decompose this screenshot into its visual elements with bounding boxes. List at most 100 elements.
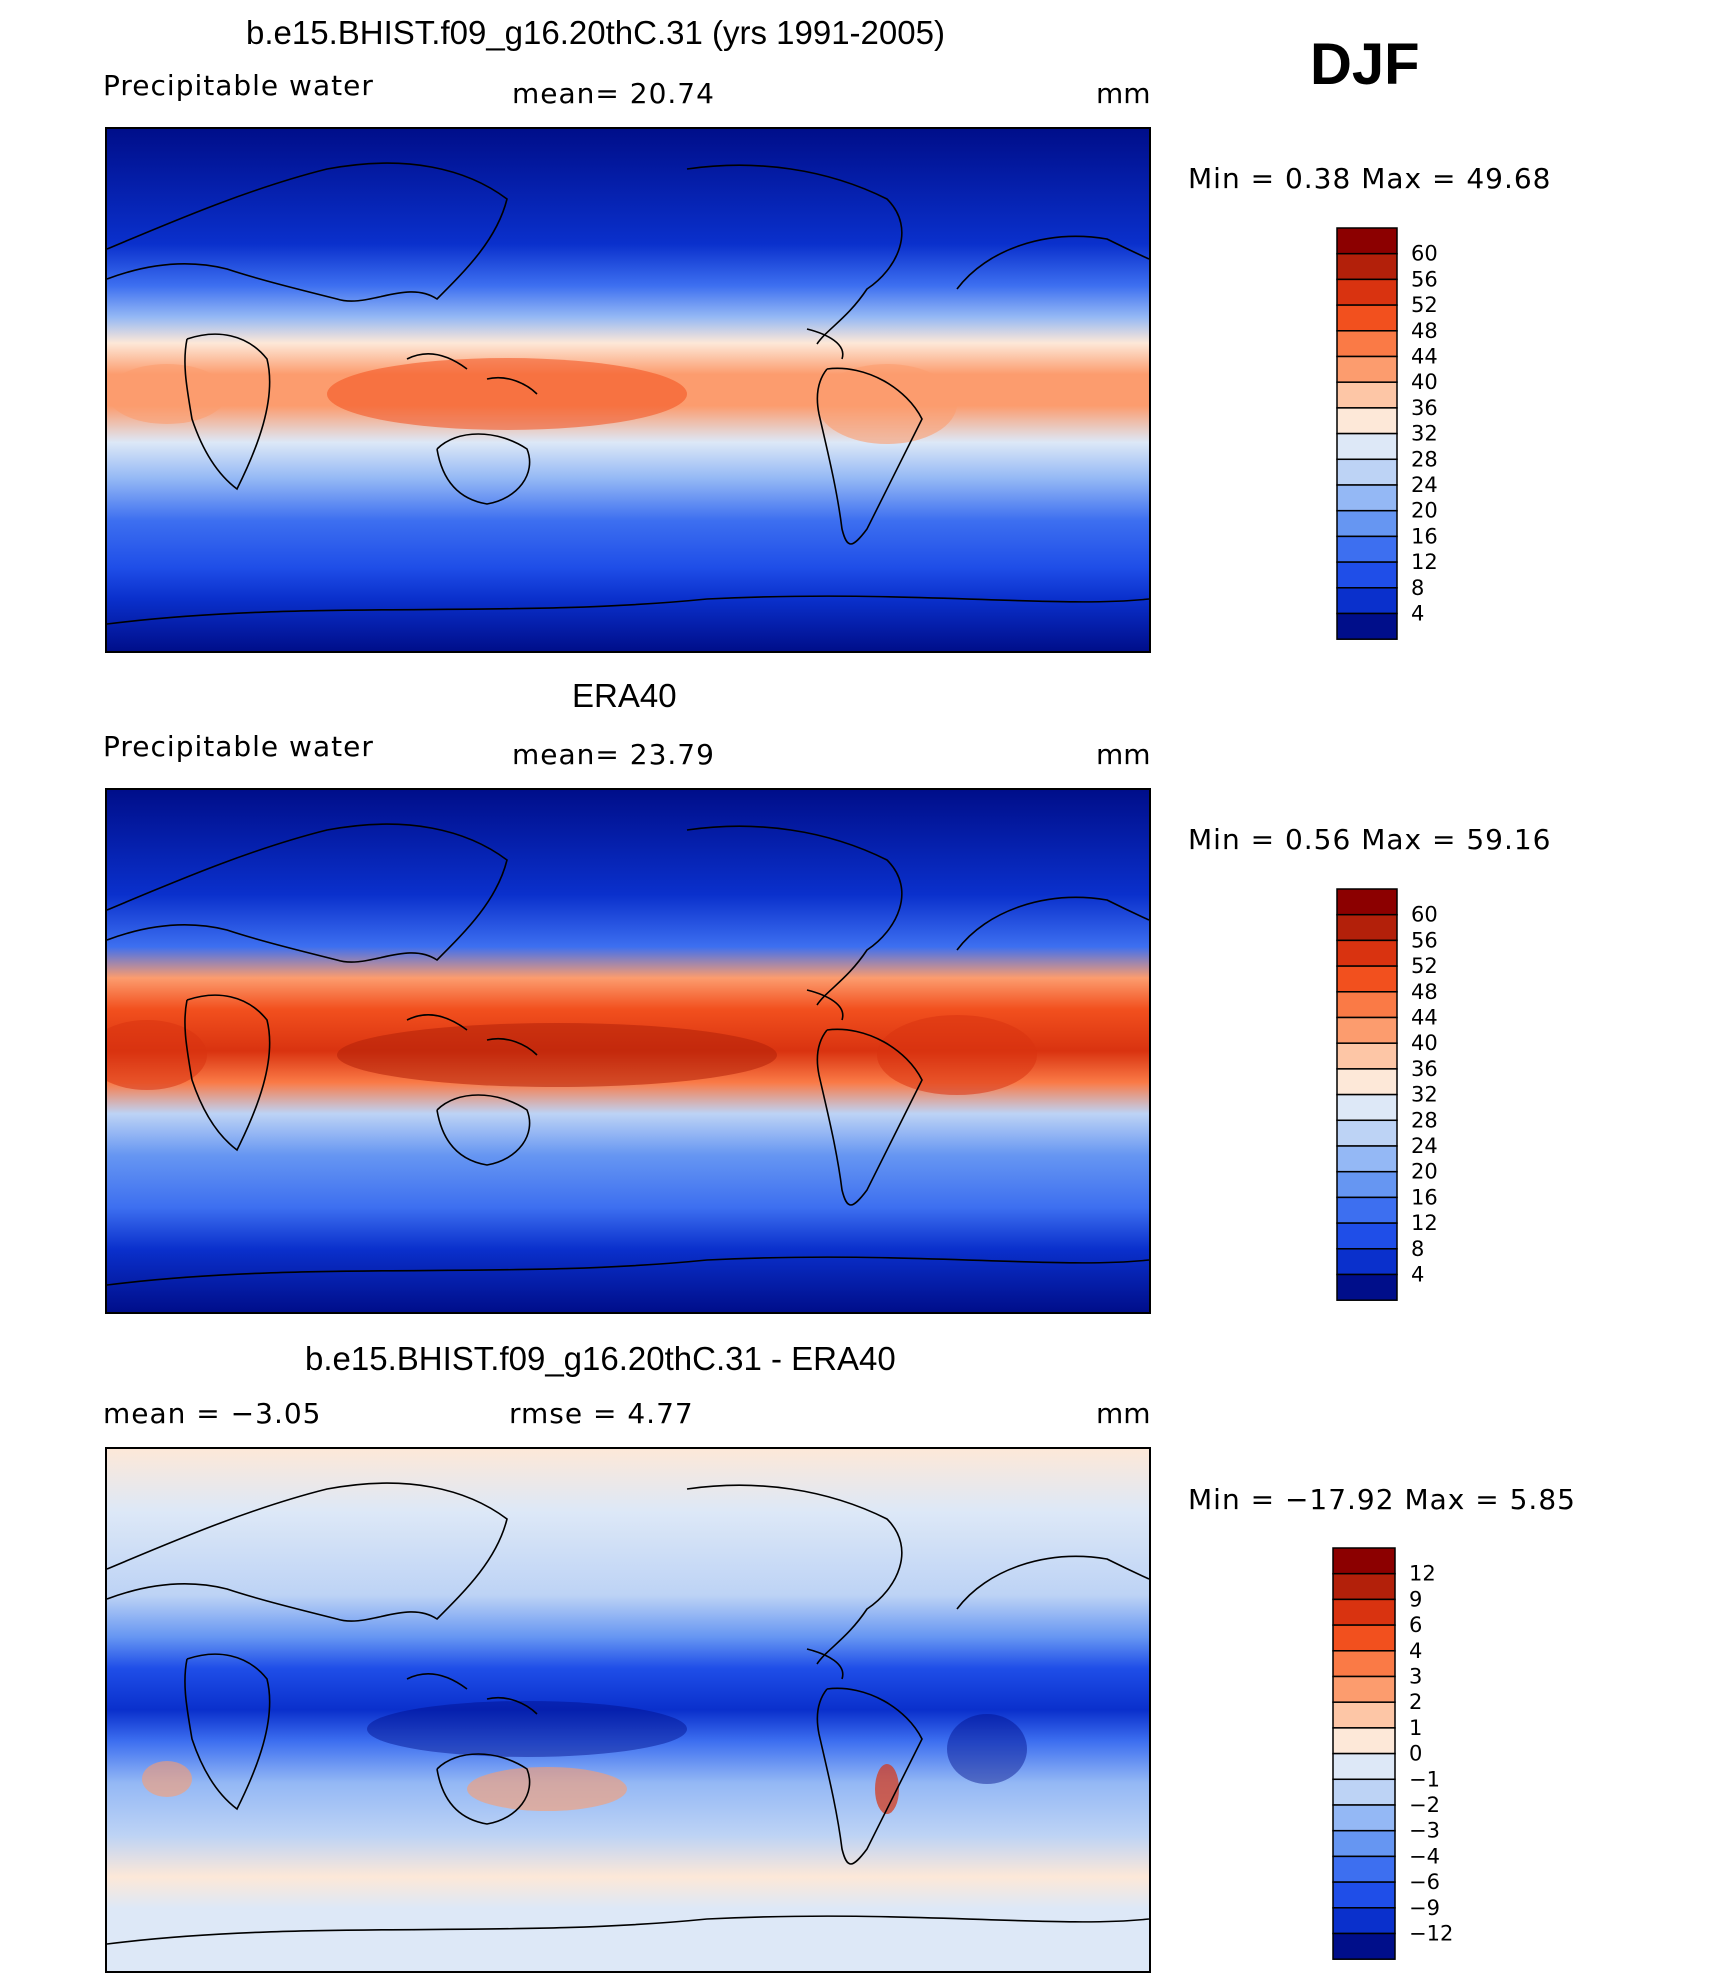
- panel-3-colorbar-tick-label: −4: [1409, 1844, 1440, 1868]
- panel-1-colorbar-swatch: [1336, 561, 1398, 589]
- panel-1-colorbar-swatch: [1336, 278, 1398, 306]
- panel-2-colorbar-tick-label: 60: [1411, 903, 1438, 927]
- panel-1-colorbar-tick-label: 24: [1411, 473, 1438, 497]
- panel-2-title: ERA40: [572, 677, 677, 714]
- panel-2-colorbar-swatch: [1336, 1145, 1398, 1173]
- panel-2-colorbar-tick-label: 36: [1411, 1057, 1438, 1081]
- panel-3-colorbar-swatch: [1332, 1778, 1396, 1806]
- panel-3-colorbar-tick-label: −12: [1409, 1922, 1453, 1946]
- panel-1-colorbar-swatch: [1336, 432, 1398, 461]
- panel-1-colorbar-tick-label: 56: [1411, 267, 1438, 291]
- panel-1-title: b.e15.BHIST.f09_g16.20thC.31 (yrs 1991-2…: [246, 14, 945, 51]
- panel-2-colorbar-swatch: [1336, 913, 1398, 942]
- panel-2-colorbar-swatch: [1336, 965, 1398, 993]
- panel-1-minmax: Min = 0.38 Max = 49.68: [1188, 162, 1552, 195]
- panel-2-minmax: Min = 0.56 Max = 59.16: [1188, 823, 1552, 856]
- panel-1-colorbar-swatch: [1336, 612, 1398, 640]
- panel-2-colorbar-tick-label: 40: [1411, 1031, 1438, 1055]
- panel-2-colorbar-swatch: [1336, 1248, 1398, 1276]
- panel-1-colorbar-swatch: [1336, 227, 1398, 255]
- panel-3-map: [105, 1447, 1151, 1973]
- panel-3-colorbar-tick-label: 0: [1409, 1742, 1422, 1766]
- panel-3-colorbar-tick-label: 12: [1409, 1562, 1436, 1586]
- panel-3-rmse-label: rmse = 4.77: [509, 1397, 694, 1430]
- panel-3-colorbar-swatch: [1332, 1572, 1396, 1601]
- panel-2-colorbar-tick-label: 44: [1411, 1006, 1438, 1030]
- panel-2-colorbar-tick-label: 8: [1411, 1237, 1424, 1261]
- panel-3-colorbar-swatch: [1332, 1547, 1396, 1575]
- panel-3-colorbar-swatch: [1332, 1752, 1396, 1781]
- panel-2-colorbar-swatch: [1336, 1196, 1398, 1224]
- panel-1-colorbar-swatch: [1336, 484, 1398, 512]
- panel-3-colorbar-tick-label: 4: [1409, 1639, 1422, 1663]
- panel-1-variable-label: Precipitable water: [103, 69, 374, 102]
- panel-3-colorbar-tick-label: −1: [1409, 1767, 1440, 1791]
- panel-2-colorbar-tick-label: 12: [1411, 1211, 1438, 1235]
- panel-3-colorbar-tick-label: −9: [1409, 1896, 1440, 1920]
- panel-1-units: mm: [1096, 77, 1151, 110]
- panel-3-colorbar-swatch: [1332, 1701, 1396, 1729]
- panel-1-colorbar-tick-label: 20: [1411, 499, 1438, 523]
- panel-1-colorbar-swatch: [1336, 330, 1398, 358]
- panel-2-colorbar: 60 56 52 48 44 40 36 32 28 24 20 16 12 8 4: [1336, 888, 1457, 1309]
- panel-2-colorbar-swatch: [1336, 1119, 1398, 1147]
- panel-1-colorbar: 60 56 52 48 44 40 36 32 28 24 20 16 12 8 4: [1336, 227, 1457, 648]
- panel-2-colorbar-tick-label: 16: [1411, 1185, 1438, 1209]
- panel-3-colorbar-swatch: [1332, 1598, 1396, 1626]
- panel-1-colorbar-tick-label: 52: [1411, 293, 1438, 317]
- panel-2-colorbar-swatch: [1336, 1273, 1398, 1301]
- panel-2-units: mm: [1096, 738, 1151, 771]
- panel-2-colorbar-swatch: [1336, 1170, 1398, 1199]
- panel-2-coastlines: [107, 823, 1149, 1286]
- panel-3-colorbar-swatch: [1332, 1650, 1396, 1678]
- panel-2-colorbar-tick-label: 48: [1411, 980, 1438, 1004]
- panel-3-minmax: Min = −17.92 Max = 5.85: [1188, 1483, 1576, 1516]
- panel-1-warm-blobs: [107, 358, 957, 444]
- panel-1-colorbar-tick-label: 32: [1411, 422, 1438, 446]
- panel-2-colorbar-tick-label: 32: [1411, 1083, 1438, 1107]
- panel-1-colorbar-swatch: [1336, 458, 1398, 486]
- panel-3-coastlines: [107, 1482, 1149, 1945]
- panel-1-colorbar-swatch: [1336, 535, 1398, 563]
- panel-3-colorbar-swatch: [1332, 1727, 1396, 1755]
- panel-1-colorbar-tick-label: 44: [1411, 345, 1438, 369]
- panel-3-colorbar-tick-label: −6: [1409, 1870, 1440, 1894]
- panel-2-colorbar-swatch: [1336, 991, 1398, 1019]
- panel-3-title: b.e15.BHIST.f09_g16.20thC.31 - ERA40: [305, 1340, 896, 1377]
- panel-2-variable-label: Precipitable water: [103, 730, 374, 763]
- panel-1-colorbar-swatch: [1336, 509, 1398, 538]
- panel-1-colorbar-tick-label: 36: [1411, 396, 1438, 420]
- panel-2-colorbar-swatch: [1336, 1016, 1398, 1044]
- panel-1-colorbar-tick-label: 40: [1411, 370, 1438, 394]
- panel-1-colorbar-tick-label: 48: [1411, 319, 1438, 343]
- panel-3-colorbar-swatch: [1332, 1675, 1396, 1703]
- panel-1-colorbar-swatch: [1336, 252, 1398, 281]
- panel-2-colorbar-swatch: [1336, 1042, 1398, 1070]
- panel-3-mean-label: mean = −3.05: [103, 1397, 322, 1430]
- panel-1-coastlines: [107, 162, 1149, 625]
- panel-2-colorbar-swatch: [1336, 1068, 1398, 1096]
- panel-1-colorbar-tick-label: 16: [1411, 524, 1438, 548]
- panel-2-colorbar-swatch: [1336, 939, 1398, 967]
- panel-3-anomaly-blobs: [142, 1701, 1027, 1814]
- panel-3-colorbar-tick-label: −3: [1409, 1819, 1440, 1843]
- panel-1-colorbar-tick-label: 28: [1411, 447, 1438, 471]
- panel-3-colorbar-tick-label: 2: [1409, 1690, 1422, 1714]
- panel-1-colorbar-tick-label: 8: [1411, 576, 1424, 600]
- panel-2-colorbar-tick-label: 20: [1411, 1160, 1438, 1184]
- panel-3-colorbar-tick-label: 6: [1409, 1613, 1422, 1637]
- panel-3-colorbar: 12 9 6 4 3 2 1 0 −1 −2 −3 −4 −6 −9 −12: [1332, 1547, 1453, 1968]
- panel-3-colorbar-swatch: [1332, 1907, 1396, 1935]
- panel-2-colorbar-swatch: [1336, 1222, 1398, 1250]
- panel-1-colorbar-swatch: [1336, 587, 1398, 615]
- panel-2-colorbar-tick-label: 4: [1411, 1263, 1424, 1287]
- panel-1-mean-label: mean= 20.74: [512, 77, 715, 110]
- panel-2-colorbar-tick-label: 28: [1411, 1108, 1438, 1132]
- panel-1-colorbar-tick-label: 4: [1411, 602, 1424, 626]
- panel-3-colorbar-tick-label: 1: [1409, 1716, 1422, 1740]
- panel-1-colorbar-tick-label: 60: [1411, 242, 1438, 266]
- panel-1-colorbar-tick-label: 12: [1411, 550, 1438, 574]
- panel-3-colorbar-tick-label: −2: [1409, 1793, 1440, 1817]
- panel-1-colorbar-swatch: [1336, 304, 1398, 332]
